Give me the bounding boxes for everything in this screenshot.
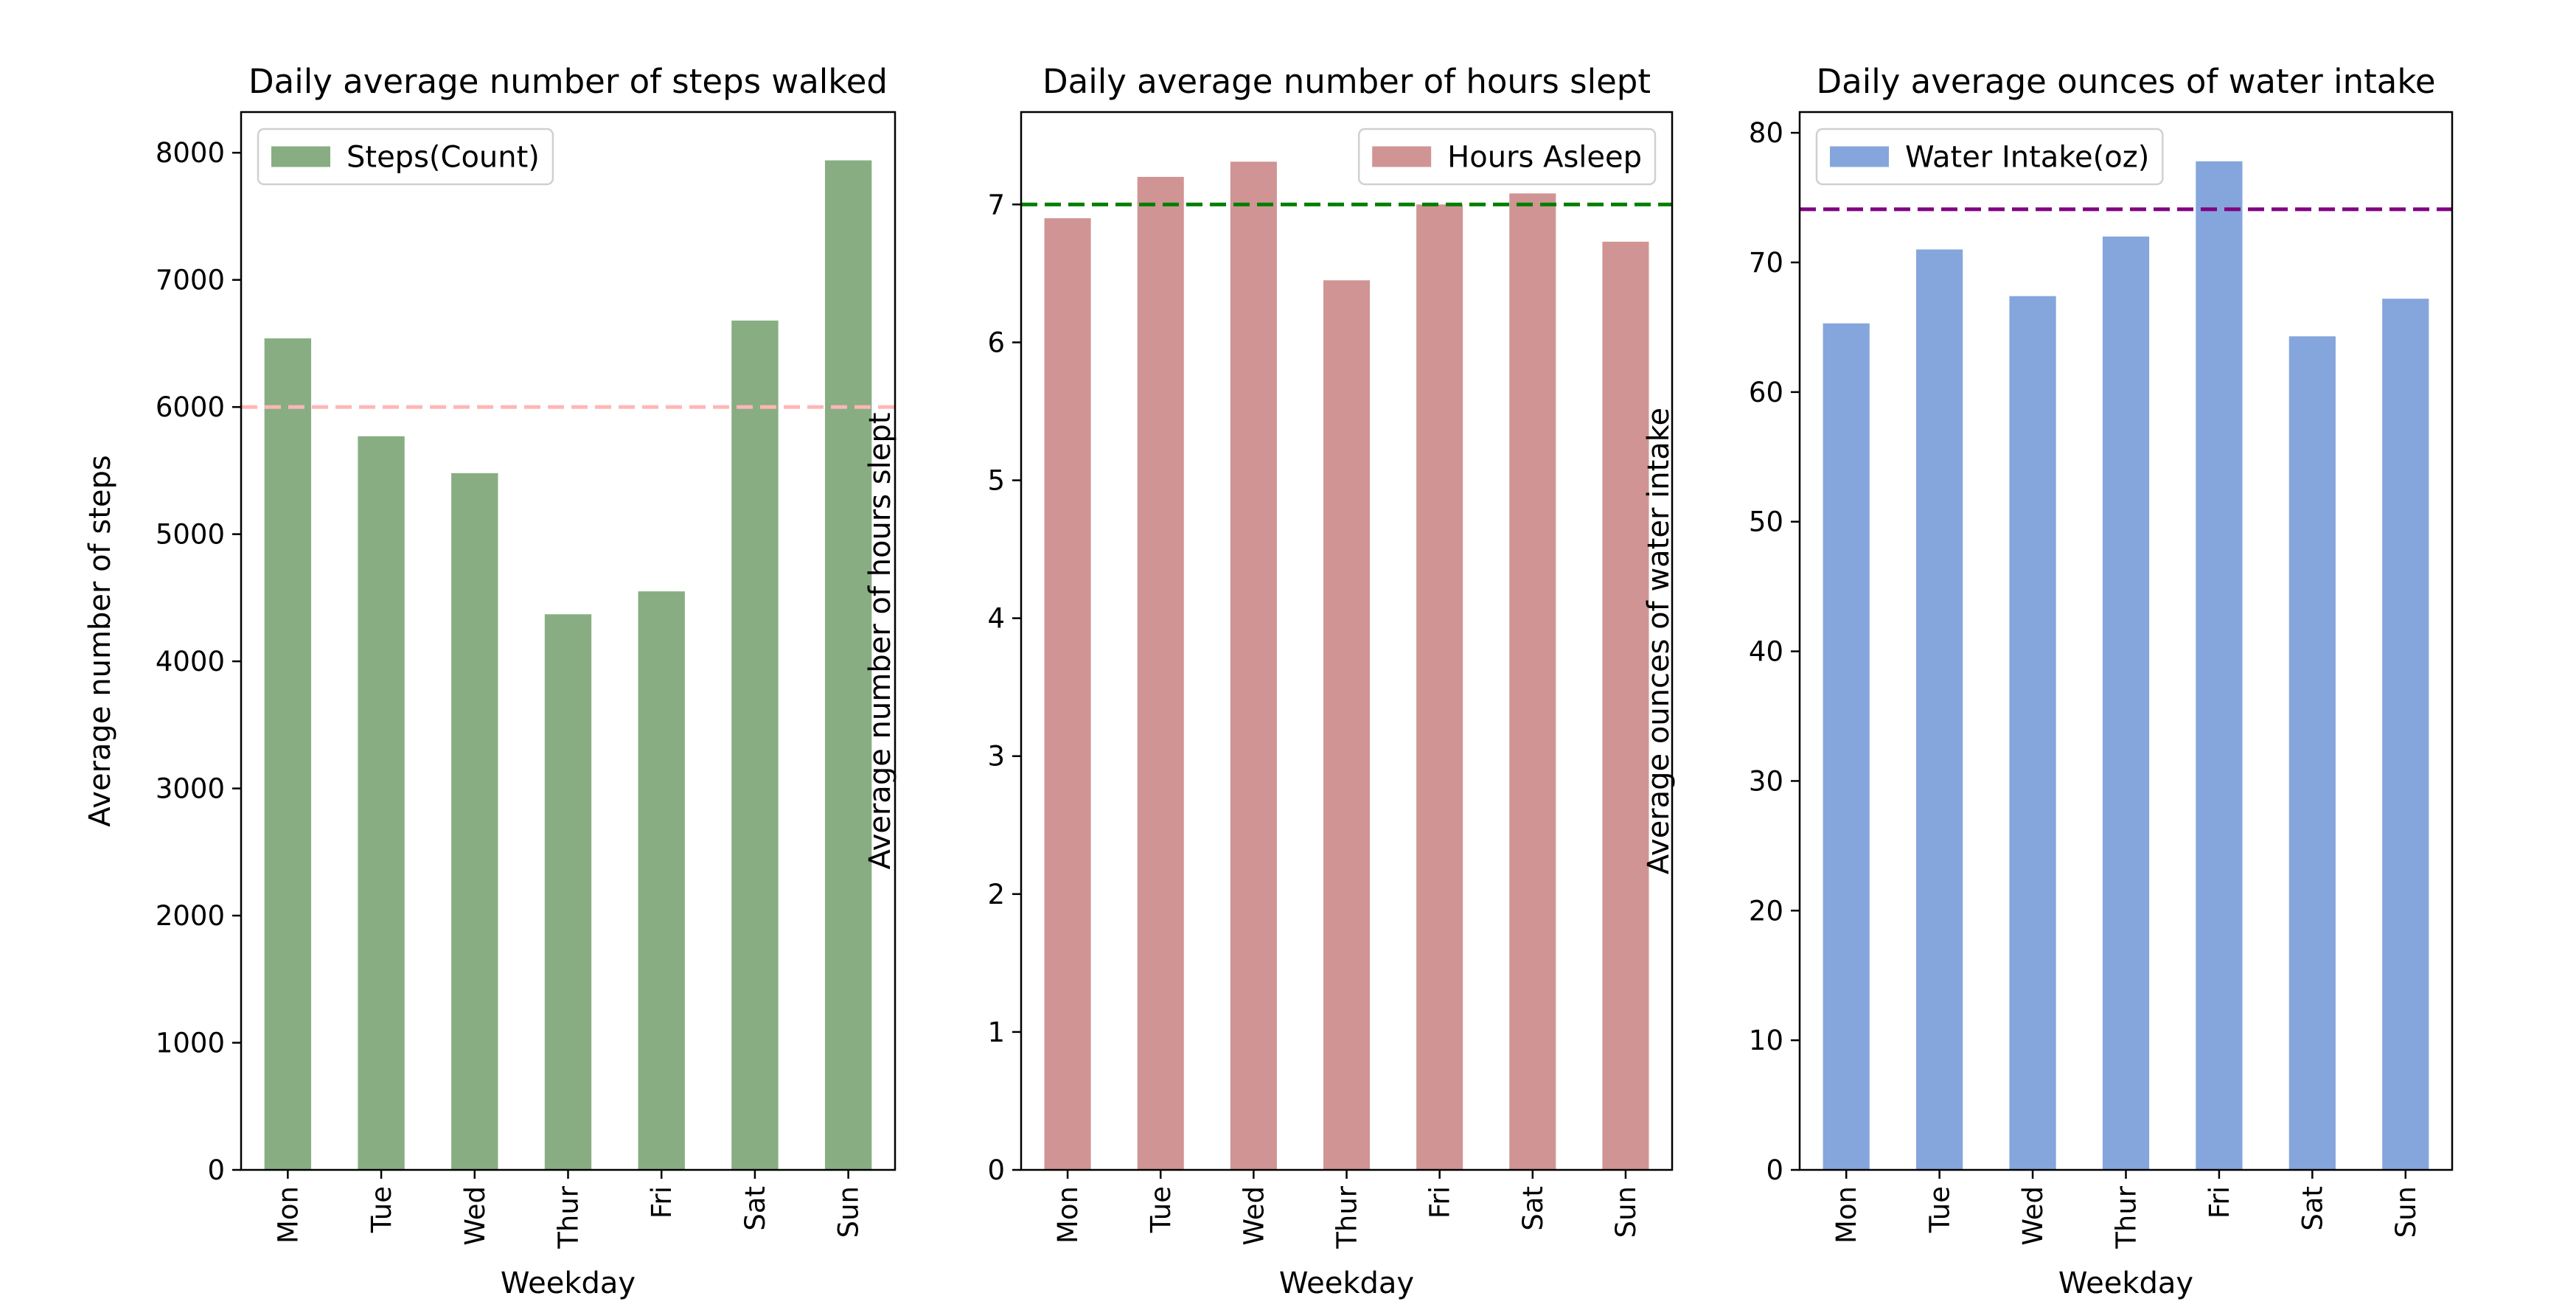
x-tick-label: Mon: [1052, 1186, 1084, 1244]
bar-sun: [824, 160, 872, 1170]
x-tick-label: Mon: [272, 1186, 304, 1244]
x-tick-label: Fri: [2204, 1186, 2235, 1219]
y-tick-label: 2000: [156, 900, 225, 932]
y-tick-label: 2: [987, 879, 1005, 910]
bar-fri: [1416, 204, 1463, 1170]
bar-mon: [1044, 218, 1091, 1170]
bar-thur: [544, 614, 592, 1170]
bar-sat: [1509, 193, 1556, 1170]
legend-label: Hours Asleep: [1447, 141, 1642, 175]
bar-thur: [2102, 236, 2150, 1171]
y-tick-label: 3000: [156, 773, 225, 805]
bar-wed: [451, 473, 498, 1170]
legend-swatch: [271, 146, 330, 167]
bar-sat: [2288, 336, 2336, 1170]
legend-swatch: [1830, 146, 1889, 167]
y-tick-label: 30: [1749, 765, 1783, 797]
bar-tue: [358, 436, 405, 1170]
y-tick-label: 40: [1749, 636, 1783, 668]
x-tick-label: Thur: [1331, 1185, 1363, 1250]
bar-sat: [731, 320, 779, 1170]
y-tick-label: 6: [987, 327, 1005, 358]
y-tick-label: 1000: [156, 1028, 225, 1059]
x-tick-label: Tue: [1924, 1186, 1956, 1233]
x-tick-label: Sat: [2297, 1186, 2328, 1231]
legend-swatch: [1372, 146, 1432, 167]
legend-label: Water Intake(oz): [1905, 141, 2149, 175]
chart-title: Daily average number of steps walked: [248, 62, 888, 101]
legend-label: Steps(Count): [347, 141, 540, 175]
y-tick-label: 8000: [156, 137, 225, 169]
x-tick-label: Mon: [1831, 1186, 1862, 1244]
y-tick-label: 7: [987, 189, 1005, 220]
x-tick-label: Sat: [1517, 1186, 1549, 1231]
y-tick-label: 0: [987, 1154, 1005, 1186]
y-tick-label: 1: [987, 1017, 1005, 1048]
x-axis-label: Weekday: [501, 1266, 636, 1300]
x-tick-label: Wed: [1238, 1186, 1270, 1246]
x-tick-label: Wed: [459, 1186, 491, 1246]
legend-box: [1357, 128, 1657, 186]
chart-panel-2: 0 1 2 3 4 5 6 7 Mon Tue Wed Thur Fri Sat Sun Daily aver…: [863, 62, 1674, 1300]
y-tick-label: 7000: [156, 265, 225, 296]
x-axis-label: Weekday: [2058, 1266, 2193, 1300]
chart-panel-1: 0 1000 2000 3000 4000 5000 6000 7000 8000 Mon Tue W…: [83, 62, 897, 1300]
legend: Hours Asleep: [1357, 128, 1657, 186]
y-tick-label: 4: [987, 603, 1005, 635]
legend-box: [257, 128, 554, 186]
y-axis-label: Average number of steps: [83, 455, 117, 826]
chart-title: Daily average number of hours slept: [1042, 62, 1651, 101]
chart-title: Daily average ounces of water intake: [1816, 62, 2435, 101]
x-tick-label: Sat: [739, 1186, 771, 1231]
x-tick-label: Sun: [833, 1186, 865, 1238]
bar-fri: [638, 591, 685, 1170]
y-tick-label: 60: [1749, 377, 1783, 408]
legend-box: [1815, 128, 2164, 186]
y-tick-label: 4000: [156, 646, 225, 677]
x-tick-label: Tue: [366, 1186, 397, 1233]
y-tick-label: 0: [1766, 1154, 1783, 1186]
y-tick-label: 10: [1749, 1025, 1783, 1056]
bar-sun: [2382, 299, 2429, 1170]
bar-tue: [1916, 249, 1963, 1170]
bar-thur: [1323, 280, 1371, 1170]
y-tick-label: 80: [1749, 117, 1783, 149]
x-tick-label: Wed: [2017, 1186, 2049, 1246]
legend: Steps(Count): [257, 128, 554, 186]
x-tick-label: Sun: [1610, 1186, 1642, 1238]
legend: Water Intake(oz): [1815, 128, 2164, 186]
x-tick-label: Thur: [2111, 1185, 2142, 1250]
bar-mon: [1823, 323, 1870, 1170]
y-tick-label: 5000: [156, 519, 225, 551]
y-tick-label: 6000: [156, 391, 225, 423]
y-tick-label: 20: [1749, 895, 1783, 927]
bar-wed: [1230, 161, 1277, 1171]
y-axis-label: Average ounces of water intake: [1642, 408, 1676, 874]
x-tick-label: Tue: [1145, 1186, 1177, 1233]
y-tick-label: 5: [987, 465, 1005, 497]
bar-wed: [2009, 296, 2056, 1170]
y-axis-label: Average number of hours slept: [863, 413, 897, 870]
x-tick-label: Sun: [2390, 1186, 2422, 1238]
y-tick-label: 70: [1749, 247, 1783, 279]
bar-mon: [264, 338, 312, 1170]
x-tick-label: Thur: [553, 1185, 585, 1250]
bar-sun: [1602, 241, 1649, 1171]
bar-tue: [1137, 176, 1184, 1171]
chart-panel-3: 0 10 20 30 40 50 60 70 80 Mon Tue Wed Thur Fri Sat Sun D…: [1642, 62, 2454, 1300]
x-tick-label: Fri: [646, 1186, 678, 1219]
x-tick-label: Fri: [1424, 1186, 1456, 1219]
y-tick-label: 0: [207, 1154, 225, 1186]
x-axis-label: Weekday: [1279, 1266, 1414, 1300]
y-tick-label: 3: [987, 741, 1005, 773]
bar-fri: [2196, 161, 2243, 1171]
y-tick-label: 50: [1749, 506, 1783, 538]
